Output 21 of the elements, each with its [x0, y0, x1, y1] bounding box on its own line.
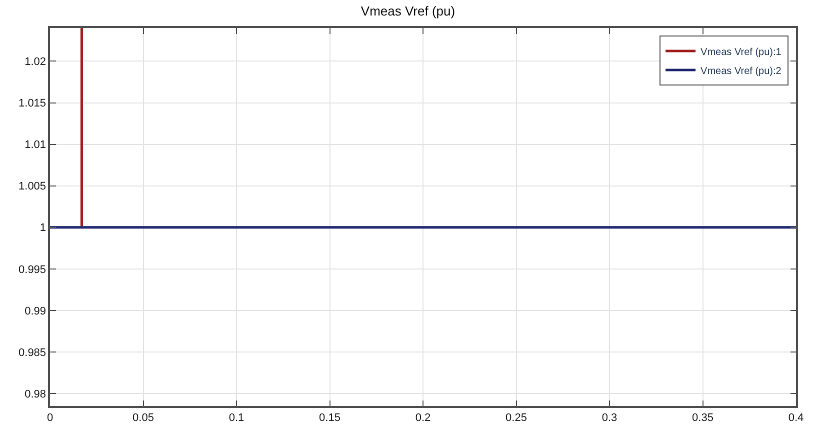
- y-tick-label: 0.985: [18, 346, 46, 359]
- chart-title: Vmeas Vref (pu): [360, 4, 456, 19]
- y-tick-label: 1: [40, 222, 46, 234]
- legend-label: Vmeas Vref (pu):1: [700, 46, 782, 58]
- x-tick-label: 0.05: [132, 412, 154, 424]
- x-tick-label: 0: [46, 412, 54, 424]
- x-tick-label: 0.25: [506, 412, 527, 424]
- y-tick-label: 1.01: [24, 139, 46, 152]
- y-tick-label: 1.015: [18, 98, 46, 110]
- x-tick-label: 0.1: [228, 412, 244, 424]
- y-tick-label: 0.98: [24, 388, 46, 400]
- y-tick-label: 1.02: [24, 56, 46, 68]
- y-tick-label: 0.995: [18, 264, 46, 276]
- x-tick-label: 0.35: [692, 412, 714, 424]
- x-tick-label: 0.4: [788, 412, 804, 424]
- y-tick-label: 1.005: [18, 180, 46, 193]
- legend-label: Vmeas Vref (pu):2: [700, 66, 782, 77]
- x-tick-label: 0.2: [415, 412, 431, 424]
- x-tick-label: 0.3: [602, 412, 618, 424]
- y-tick-label: 0.99: [24, 305, 46, 318]
- x-tick-label: 0.15: [319, 412, 340, 424]
